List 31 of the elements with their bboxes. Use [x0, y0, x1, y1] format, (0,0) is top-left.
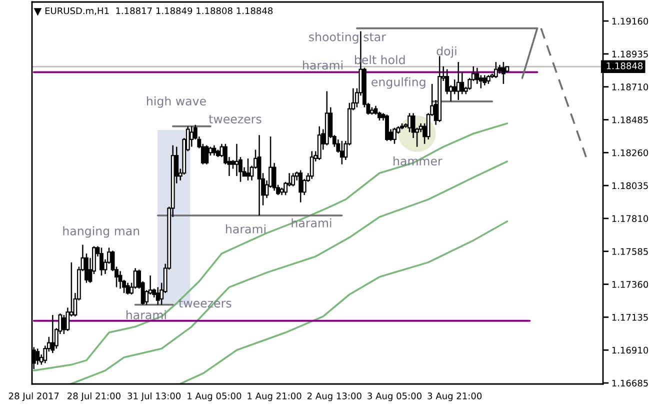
y-tick-label: 1.18935 [612, 50, 648, 58]
y-tick-label: 1.18710 [612, 84, 648, 90]
x-tick-label: 3 Aug 05:00 [368, 392, 422, 402]
y-tick-label: 1.17810 [612, 215, 648, 222]
x-tick-label: 28 Jul 2017 [8, 392, 59, 401]
x-tick-label: 31 Jul 13:00 [128, 392, 181, 401]
y-tick-label: 1.17135 [612, 314, 648, 321]
y-tick-label: 1.17360 [612, 280, 648, 288]
x-tick-label: 3 Aug 21:00 [428, 392, 482, 402]
y-tick-label: 1.17585 [612, 248, 648, 255]
annotation: harami [303, 60, 342, 70]
annotation: harami [226, 224, 266, 234]
annotation: tweezers [208, 115, 262, 124]
annotation: hanging man [63, 226, 140, 238]
x-tick-label: 28 Jul 21:00 [68, 392, 120, 401]
y-tick-label: 1.18035 [612, 182, 648, 190]
ref-line-label: 1.18848 [606, 62, 643, 70]
annotation: high wave [147, 96, 206, 108]
annotation: engulfing [372, 77, 426, 89]
x-tick-label: 1 Aug 05:00 [188, 392, 242, 402]
y-tick-label: 1.16685 [612, 380, 648, 387]
x-tick-label: 2 Aug 13:00 [308, 392, 362, 402]
y-tick-label: 1.16910 [612, 346, 648, 354]
text: EURUSD.m,H1 1.18817 1.18849 1.18808 1.18848 [45, 7, 273, 16]
y-tick-label: 1.18485 [612, 116, 648, 124]
x-tick-label: 1 Aug 21:00 [248, 392, 302, 402]
annotation: harami [292, 218, 332, 228]
annotation: shooting star [309, 32, 386, 44]
annotation: doji [436, 46, 456, 58]
y-tick-label: 1.19160 [612, 18, 648, 25]
y-tick-label: 1.18260 [612, 149, 648, 156]
